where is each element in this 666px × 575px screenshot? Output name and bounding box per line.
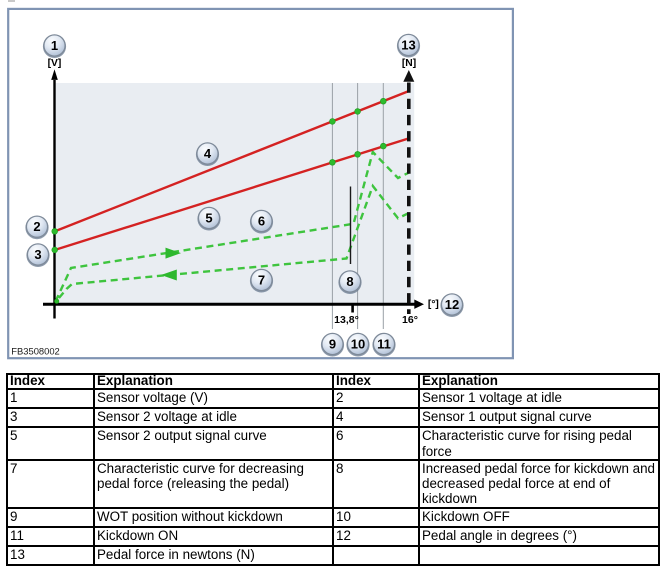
svg-text:[V]: [V] — [48, 58, 62, 69]
svg-text:11: 11 — [377, 337, 391, 352]
svg-text:16°: 16° — [402, 314, 418, 326]
svg-text:13: 13 — [401, 38, 415, 53]
svg-text:10: 10 — [351, 337, 365, 352]
svg-text:[°]: [°] — [428, 299, 439, 310]
svg-text:FB3508002: FB3508002 — [11, 346, 59, 357]
svg-text:3: 3 — [34, 247, 41, 262]
svg-text:12: 12 — [445, 297, 459, 312]
svg-text:8: 8 — [346, 274, 353, 289]
svg-text:4: 4 — [204, 146, 212, 161]
svg-text:7: 7 — [258, 273, 265, 288]
svg-text:5: 5 — [205, 211, 212, 226]
svg-text:1: 1 — [51, 38, 58, 53]
svg-text:[N]: [N] — [402, 58, 416, 69]
svg-text:6: 6 — [258, 214, 265, 229]
svg-text:13,8°: 13,8° — [334, 314, 359, 326]
svg-text:2: 2 — [33, 219, 40, 234]
svg-text:9: 9 — [329, 337, 336, 352]
